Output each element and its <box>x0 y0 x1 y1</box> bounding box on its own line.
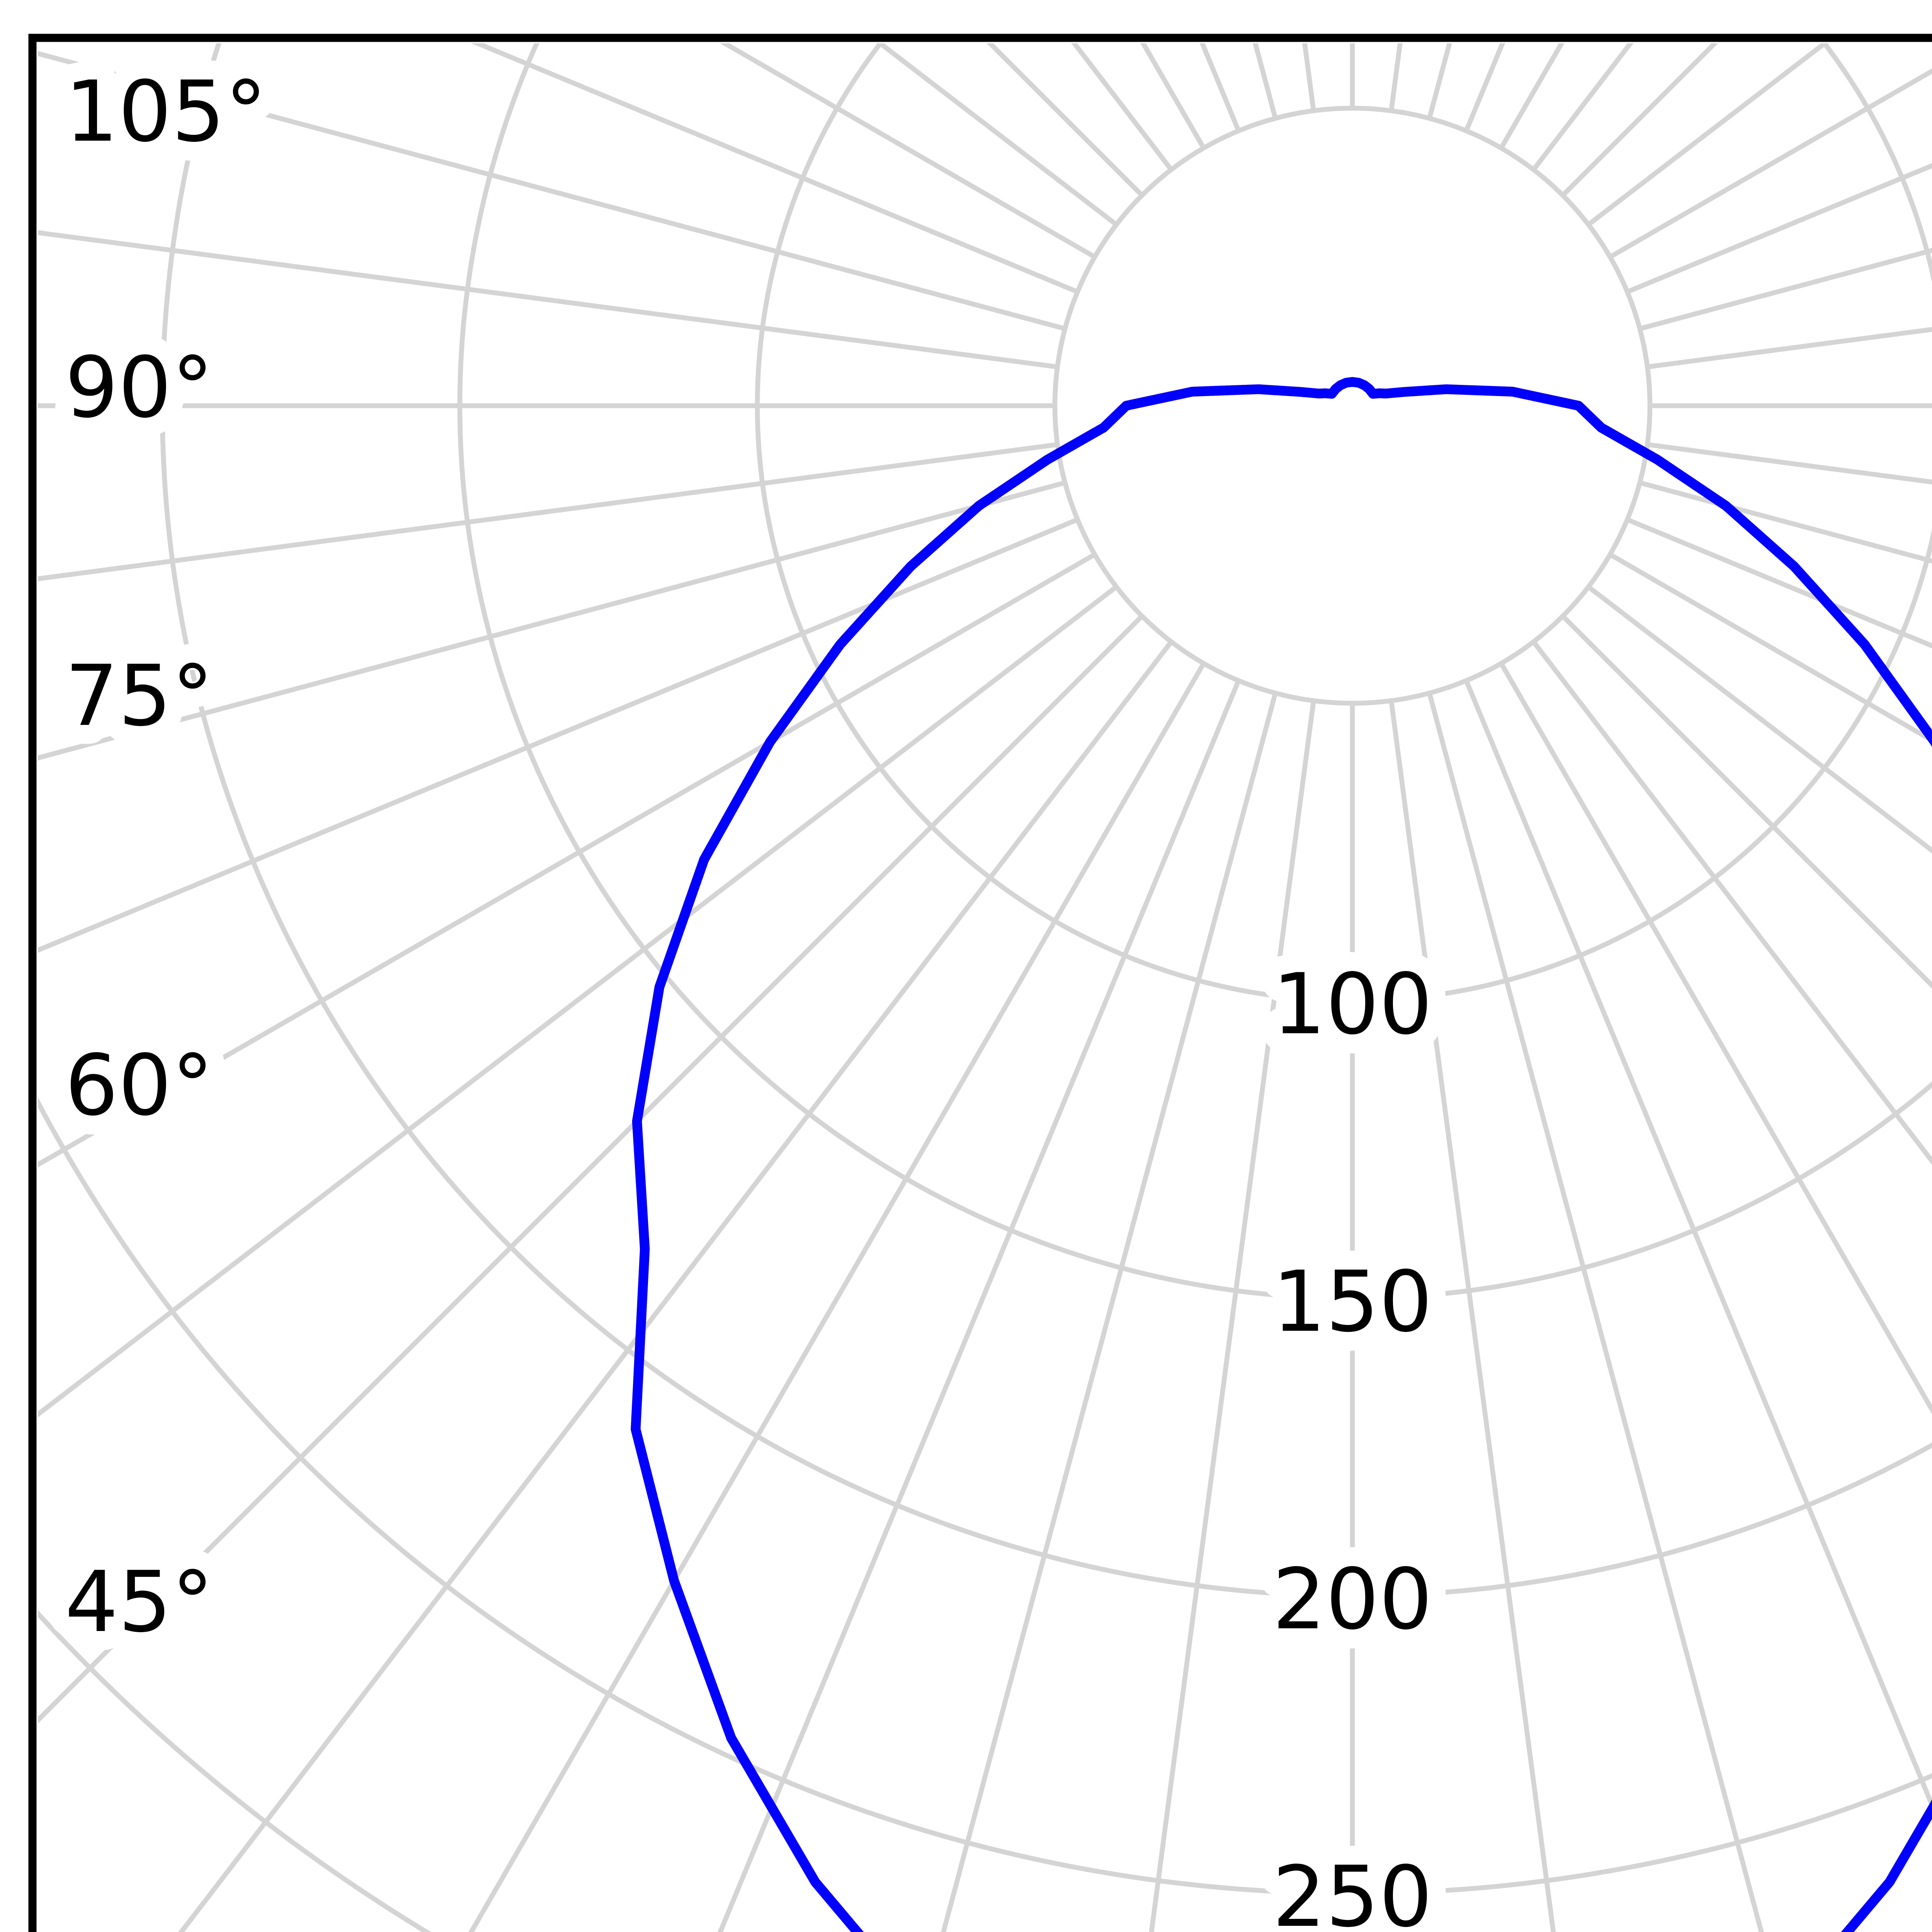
radial-label-200: 200 <box>1272 1551 1432 1648</box>
grid-spoke <box>38 480 1066 761</box>
grid-spoke <box>471 43 1079 294</box>
grid-spoke <box>38 442 1058 582</box>
grid-spoke <box>719 43 1096 259</box>
plot-frame <box>28 34 1932 1932</box>
grid-spoke <box>1561 614 1932 989</box>
grid-spoke <box>468 662 1206 1932</box>
grid-spoke <box>1499 662 1932 1415</box>
radial-tick-labels: 100 150 200 250 <box>1253 937 1451 1932</box>
angle-labels-left: 105° 90° 75° 60° 45° <box>46 44 286 1670</box>
grid-spoke <box>38 517 1079 953</box>
grid-spoke <box>1609 68 1932 259</box>
radial-label-250: 250 <box>1272 1849 1432 1932</box>
grid-spoke <box>178 640 1173 1932</box>
intensity-curves <box>631 377 1932 1932</box>
grid-spoke <box>1149 700 1316 1932</box>
grid-spoke <box>1531 640 1932 1165</box>
grid-spoke <box>1389 700 1556 1932</box>
angle-label-left-75: 75° <box>65 648 214 745</box>
grid-ring-100 <box>755 43 1932 1003</box>
curve-c90-c270 <box>631 377 1932 1932</box>
grid-spoke <box>718 679 1241 1932</box>
grid-spoke <box>1647 327 1932 369</box>
angle-label-left-105: 105° <box>65 63 267 161</box>
grid-spoke <box>38 614 1144 1724</box>
radial-label-100: 100 <box>1272 956 1432 1053</box>
grid-spoke <box>38 230 1058 369</box>
grid-spoke <box>1531 43 1634 171</box>
grid-spoke <box>1587 43 1829 227</box>
grid-spoke <box>38 585 1118 1418</box>
grid-spoke <box>1587 585 1932 854</box>
curve-c0-c180 <box>631 377 1932 1932</box>
grid-spoke <box>1561 43 1718 197</box>
angle-label-left-45: 45° <box>65 1554 214 1651</box>
angle-label-left-60: 60° <box>65 1037 214 1134</box>
angle-label-left-90: 90° <box>65 339 214 437</box>
grid-ring-200 <box>160 43 1932 1598</box>
grid-spoke <box>1639 248 1932 331</box>
grid-spoke <box>38 51 1066 331</box>
grid-spoke <box>38 552 1096 1168</box>
grid-spoke <box>1464 679 1932 1811</box>
radial-label-150: 150 <box>1272 1253 1432 1351</box>
grid-spoke <box>1427 43 1452 119</box>
grid-spoke <box>1609 552 1932 743</box>
grid-ring-150 <box>457 43 1932 1301</box>
grid-spoke <box>1626 517 1932 649</box>
grid-spoke <box>941 692 1278 1932</box>
grid-spoke <box>1427 692 1764 1932</box>
